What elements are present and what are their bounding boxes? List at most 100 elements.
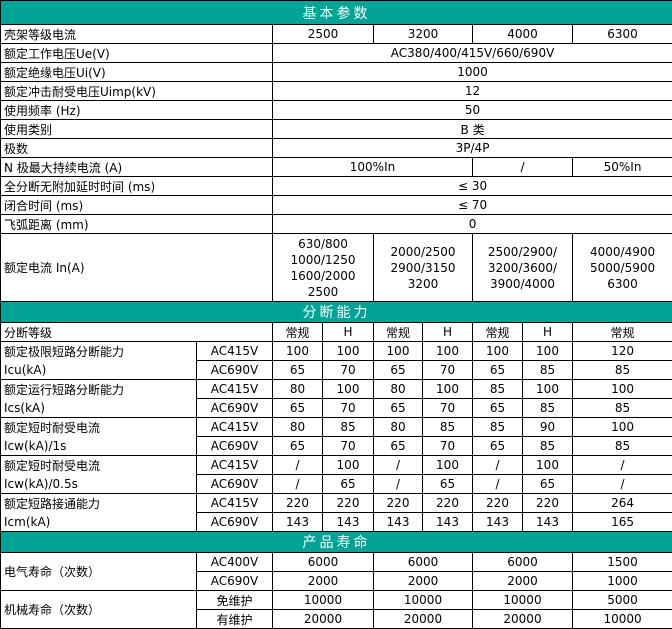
frame-4000-cell: 4000: [473, 25, 573, 44]
icm-415-v4: 220: [423, 494, 473, 513]
grade-col-6: H: [523, 323, 573, 342]
icw05s-415-v7: /: [573, 456, 672, 475]
n-pole-value-1: 100%In: [273, 158, 473, 177]
elec-690-v3: 2000: [473, 572, 573, 591]
icm-690-v3: 143: [374, 513, 423, 532]
ics-415-v4: 100: [423, 380, 473, 399]
n-pole-value-2: /: [473, 158, 573, 177]
arc-distance-value: 0: [273, 215, 672, 234]
elec-400-v4: 1500: [573, 553, 672, 572]
elec-400-v3: 6000: [473, 553, 573, 572]
rated-voltage-row: 额定工作电压Ue(V) AC380/400/415V/660/690V: [1, 44, 672, 63]
icw05s-415-v1: /: [273, 456, 323, 475]
icw1s-690-v7: 85: [573, 437, 672, 456]
n-pole-value-3: 50%In: [573, 158, 672, 177]
frame-6300-cell: 6300: [573, 25, 672, 44]
electrical-life-400-name: AC400V: [197, 553, 273, 572]
icm-415-v7: 264: [573, 494, 672, 513]
elec-690-v4: 1000: [573, 572, 672, 591]
ics-415-v7: 100: [573, 380, 672, 399]
section-row-breaking: 分断能力: [1, 302, 672, 323]
icu-690-v5: 65: [473, 361, 523, 380]
grade-col-1: 常规: [273, 323, 323, 342]
icu-690-v7: 85: [573, 361, 672, 380]
ics-415-v5: 85: [473, 380, 523, 399]
icw05s-415-v4: 100: [423, 456, 473, 475]
icm-690-v1: 143: [273, 513, 323, 532]
rated-current-6300-cell: 4000/4900 5000/5900 6300: [573, 234, 672, 302]
utilization-category-value: B 类: [273, 120, 672, 139]
section-header-product-life: 产品寿命: [1, 532, 672, 553]
impulse-voltage-row: 额定冲击耐受电压Uimp(kV) 12: [1, 82, 672, 101]
icu-690-v1: 65: [273, 361, 323, 380]
icw1s-690-v2: 70: [323, 437, 374, 456]
icw05s-415-v5: /: [473, 456, 523, 475]
icw1s-415-v4: 85: [423, 418, 473, 437]
utilization-category-row: 使用类别 B 类: [1, 120, 672, 139]
section-row-basic: 基本参数: [1, 1, 672, 25]
icu-690-v3: 65: [374, 361, 423, 380]
elec-400-v1: 6000: [273, 553, 374, 572]
insulation-voltage-value: 1000: [273, 63, 672, 82]
icu-415-v1: 100: [273, 342, 323, 361]
icw1s-415-v3: 80: [374, 418, 423, 437]
icu-690-name: AC690V: [197, 361, 273, 380]
closing-time-value: ≤ 70: [273, 196, 672, 215]
icu-415-v3: 100: [374, 342, 423, 361]
ics-690-v5: 65: [473, 399, 523, 418]
icw1s-690-v5: 65: [473, 437, 523, 456]
poles-label: 极数: [1, 139, 273, 158]
icm-690-v6: 143: [523, 513, 573, 532]
icw05s-690-v6: 65: [523, 475, 573, 494]
icm-690-v2: 143: [323, 513, 374, 532]
grade-col-5: 常规: [473, 323, 523, 342]
ics-690-v1: 65: [273, 399, 323, 418]
ics-690-v4: 70: [423, 399, 473, 418]
icw1s-415-v2: 85: [323, 418, 374, 437]
icu-690-v4: 70: [423, 361, 473, 380]
icm-415-name: AC415V: [197, 494, 273, 513]
frequency-label: 使用频率 (Hz): [1, 101, 273, 120]
impulse-voltage-value: 12: [273, 82, 672, 101]
icw05s-690-v3: /: [374, 475, 423, 494]
rated-current-4000-cell: 2500/2900/ 3200/3600/ 3900/4000: [473, 234, 573, 302]
icm-690-v4: 143: [423, 513, 473, 532]
section-row-life: 产品寿命: [1, 532, 672, 553]
mechanical-life-maintained-name: 有维护: [197, 610, 273, 629]
section-header-basic-params: 基本参数: [1, 1, 672, 25]
mech-yes-v3: 20000: [473, 610, 573, 629]
icw05s-690-v7: /: [573, 475, 672, 494]
break-time-label: 全分断无附加延时时间 (ms): [1, 177, 273, 196]
ics-415-name: AC415V: [197, 380, 273, 399]
break-time-row: 全分断无附加延时时间 (ms) ≤ 30: [1, 177, 672, 196]
arc-distance-label: 飞弧距离 (mm): [1, 215, 273, 234]
rated-current-3200-cell: 2000/2500 2900/3150 3200: [374, 234, 473, 302]
frequency-row: 使用频率 (Hz) 50: [1, 101, 672, 120]
icu-690-v2: 70: [323, 361, 374, 380]
mech-yes-v2: 20000: [374, 610, 473, 629]
icw05s-415-v3: /: [374, 456, 423, 475]
icu-415-v4: 100: [423, 342, 473, 361]
icm-690-v7: 165: [573, 513, 672, 532]
mech-free-v4: 5000: [573, 591, 672, 610]
ics-415-v2: 100: [323, 380, 374, 399]
frame-3200-cell: 3200: [374, 25, 473, 44]
icw05s-415-name: AC415V: [197, 456, 273, 475]
mech-free-v3: 10000: [473, 591, 573, 610]
icw1s-690-name: AC690V: [197, 437, 273, 456]
arc-distance-row: 飞弧距离 (mm) 0: [1, 215, 672, 234]
icw05s-415-v6: 100: [523, 456, 573, 475]
icw1s-415-v1: 80: [273, 418, 323, 437]
section-header-breaking-capacity: 分断能力: [1, 302, 672, 323]
elec-690-v1: 2000: [273, 572, 374, 591]
icw1s-415-name: AC415V: [197, 418, 273, 437]
mech-free-v1: 10000: [273, 591, 374, 610]
icu-415-v7: 120: [573, 342, 672, 361]
ics-690-v7: 85: [573, 399, 672, 418]
icw1s-690-v3: 65: [374, 437, 423, 456]
icw1s-415-v5: 85: [473, 418, 523, 437]
